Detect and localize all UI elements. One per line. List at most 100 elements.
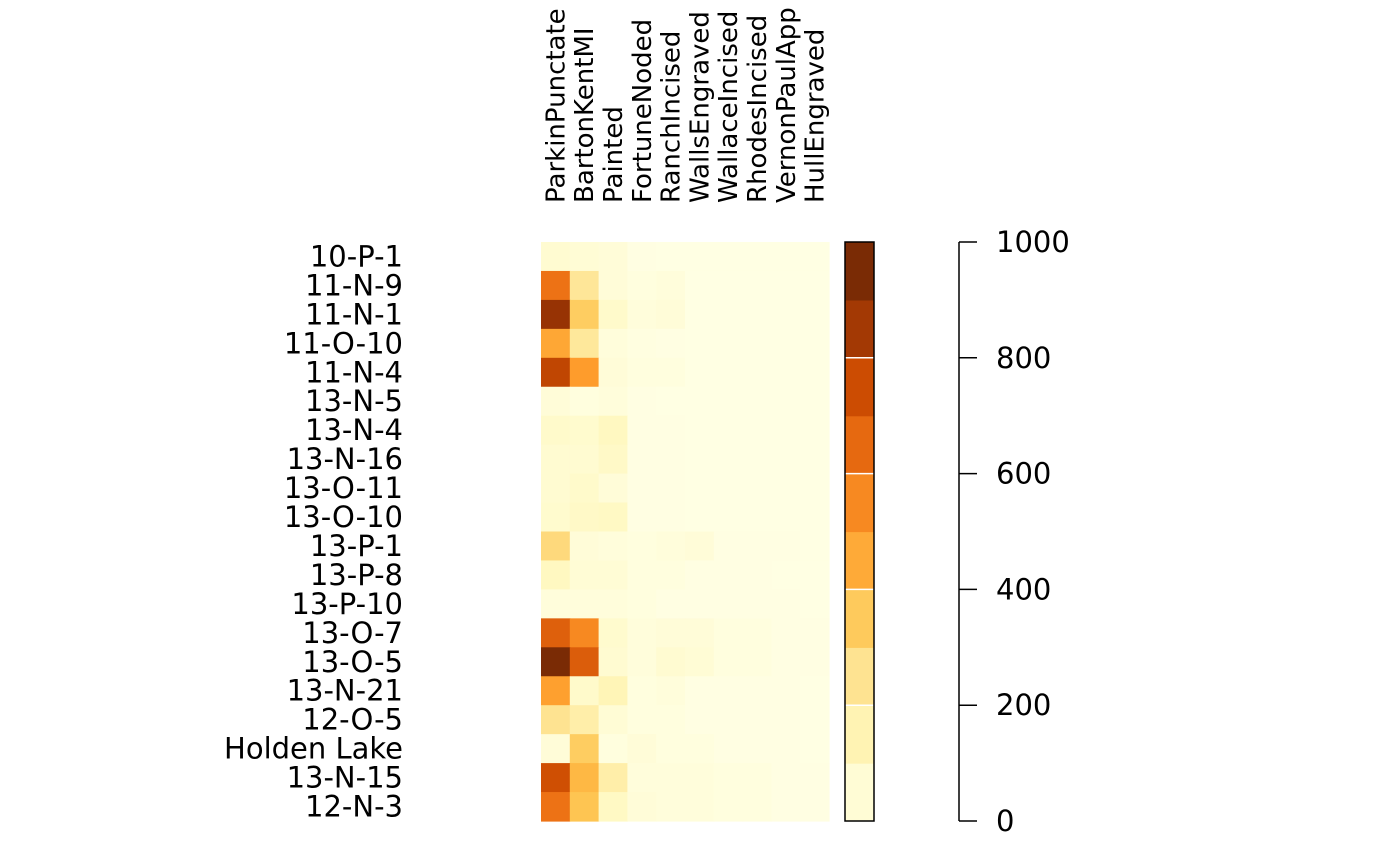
colorbar-tick-label: 1000 bbox=[996, 225, 1070, 259]
heatmap-cell bbox=[569, 792, 600, 822]
heatmap-cell bbox=[569, 386, 600, 417]
heatmap-cell bbox=[800, 386, 830, 417]
heatmap-cell bbox=[685, 473, 715, 504]
heatmap-cell bbox=[656, 705, 686, 735]
heatmap-cell bbox=[627, 328, 657, 359]
heatmap-cell bbox=[713, 647, 744, 677]
colorbar-axis: 0 200 400 600 800 1000 bbox=[958, 225, 1070, 838]
colorbar-tick-label: 800 bbox=[996, 341, 1051, 375]
colorbar-band bbox=[845, 647, 874, 706]
heatmap-cell bbox=[771, 357, 801, 388]
heatmap-cell bbox=[541, 589, 571, 619]
heatmap-cell bbox=[541, 415, 571, 446]
row-label: 10-P-1 bbox=[310, 239, 403, 273]
heatmap-cell bbox=[569, 763, 600, 793]
heatmap-cell bbox=[598, 792, 628, 822]
heatmap-cell bbox=[742, 444, 772, 475]
heatmap-cell bbox=[541, 531, 571, 562]
colorbar-band bbox=[845, 473, 874, 533]
heatmap-cell bbox=[713, 560, 744, 590]
row-label: 13-N-5 bbox=[305, 384, 403, 418]
heatmap-cell bbox=[627, 792, 657, 822]
heatmap-cell bbox=[685, 734, 715, 764]
colorbar-band bbox=[845, 705, 874, 764]
heatmap-cell bbox=[598, 415, 628, 446]
heatmap-cell bbox=[627, 444, 657, 475]
heatmap-cell bbox=[598, 357, 628, 388]
row-labels: 10-P-111-N-911-N-111-O-1011-N-413-N-513-… bbox=[224, 239, 403, 823]
row-label: 13-P-8 bbox=[310, 558, 403, 592]
heatmap-cell bbox=[771, 299, 801, 330]
heatmap-cell bbox=[627, 531, 657, 562]
heatmap-cell bbox=[685, 647, 715, 677]
heatmap-cell bbox=[569, 618, 600, 648]
row-label: 13-N-16 bbox=[287, 442, 403, 476]
heatmap-cell bbox=[541, 705, 571, 735]
heatmap-cell bbox=[627, 270, 657, 301]
heatmap-cell bbox=[598, 270, 628, 301]
heatmap-cell bbox=[800, 589, 830, 619]
heatmap-cell bbox=[627, 676, 657, 706]
heatmap-cell bbox=[541, 734, 571, 764]
heatmap-cell bbox=[569, 734, 600, 764]
heatmap-cell bbox=[771, 473, 801, 504]
heatmap-cell bbox=[569, 676, 600, 706]
colorbar bbox=[844, 241, 875, 822]
heatmap-cell bbox=[742, 415, 772, 446]
heatmap-cell bbox=[742, 242, 772, 272]
column-label: FortuneNoded bbox=[628, 19, 658, 203]
heatmap-cell bbox=[627, 618, 657, 648]
colorbar-tick-label: 0 bbox=[996, 804, 1014, 838]
heatmap-cell bbox=[685, 357, 715, 388]
heatmap-cell bbox=[800, 299, 830, 330]
heatmap-cell bbox=[569, 242, 600, 272]
heatmap-cell bbox=[800, 734, 830, 764]
heatmap-cell bbox=[685, 299, 715, 330]
heatmap-cell bbox=[627, 647, 657, 677]
colorbar-band bbox=[845, 357, 874, 417]
column-label: Painted bbox=[599, 106, 629, 203]
heatmap-cell bbox=[598, 705, 628, 735]
heatmap-cell bbox=[598, 676, 628, 706]
heatmap-cell bbox=[598, 734, 628, 764]
heatmap-cell bbox=[685, 444, 715, 475]
heatmap-cell bbox=[598, 444, 628, 475]
heatmap-cells bbox=[541, 242, 830, 822]
heatmap-cell bbox=[742, 734, 772, 764]
heatmap-cell bbox=[713, 676, 744, 706]
heatmap-cell bbox=[541, 763, 571, 793]
heatmap-cell bbox=[800, 676, 830, 706]
heatmap-cell bbox=[771, 734, 801, 764]
row-label: 13-P-1 bbox=[310, 529, 403, 563]
heatmap-cell bbox=[713, 328, 744, 359]
heatmap-cell bbox=[598, 589, 628, 619]
heatmap-cell bbox=[685, 386, 715, 417]
heatmap-cell bbox=[800, 647, 830, 677]
heatmap-cell bbox=[656, 415, 686, 446]
heatmap-cell bbox=[598, 328, 628, 359]
heatmap-cell bbox=[685, 415, 715, 446]
heatmap-cell bbox=[771, 705, 801, 735]
heatmap-cell bbox=[627, 386, 657, 417]
row-label: 13-N-21 bbox=[287, 674, 403, 708]
heatmap-cell bbox=[800, 531, 830, 562]
heatmap-cell bbox=[685, 589, 715, 619]
heatmap-cell bbox=[627, 589, 657, 619]
heatmap-cell bbox=[771, 560, 801, 590]
heatmap-cell bbox=[656, 357, 686, 388]
heatmap-cell bbox=[800, 792, 830, 822]
heatmap-cell bbox=[569, 473, 600, 504]
heatmap-cell bbox=[742, 792, 772, 822]
heatmap-cell bbox=[800, 618, 830, 648]
heatmap-cell bbox=[656, 328, 686, 359]
heatmap-cell bbox=[771, 763, 801, 793]
heatmap-cell bbox=[771, 386, 801, 417]
heatmap-cell bbox=[656, 242, 686, 272]
heatmap-cell bbox=[541, 792, 571, 822]
heatmap-cell bbox=[569, 415, 600, 446]
heatmap-cell bbox=[800, 415, 830, 446]
heatmap-cell bbox=[713, 357, 744, 388]
row-label: 13-O-7 bbox=[302, 616, 403, 650]
heatmap-cell bbox=[800, 328, 830, 359]
